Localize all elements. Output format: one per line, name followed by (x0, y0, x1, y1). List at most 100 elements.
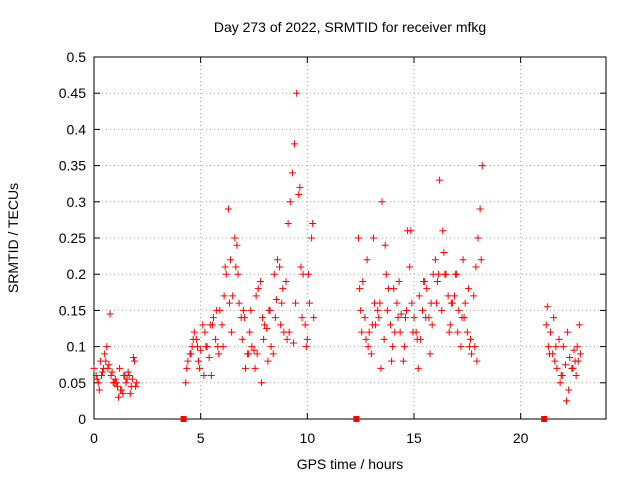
data-point (555, 335, 563, 343)
data-point (452, 270, 460, 278)
gap-marker (180, 416, 187, 422)
data-point (451, 292, 459, 300)
data-point (94, 379, 102, 387)
data-point (193, 343, 201, 351)
data-point (572, 372, 580, 380)
data-point (195, 357, 203, 365)
data-point (463, 328, 471, 336)
data-point (97, 372, 105, 380)
data-point (219, 343, 227, 351)
data-point (207, 372, 215, 380)
data-point (119, 390, 127, 398)
data-point (361, 314, 369, 322)
data-point (407, 227, 415, 235)
data-point (256, 277, 264, 285)
data-point (232, 263, 240, 271)
y-tick-label: 0.35 (59, 158, 86, 174)
data-point (408, 299, 416, 307)
data-point (183, 364, 191, 372)
data-point (473, 357, 481, 365)
data-point (543, 303, 551, 311)
data-point (576, 350, 584, 358)
data-point (296, 183, 304, 191)
data-point (544, 343, 552, 351)
data-point (209, 314, 217, 322)
x-tick-label: 5 (197, 430, 205, 446)
data-point (397, 310, 405, 318)
data-point (375, 314, 383, 322)
data-point (270, 270, 278, 278)
data-point (571, 357, 579, 365)
data-point (271, 314, 279, 322)
data-point (436, 176, 444, 184)
data-point (563, 397, 571, 405)
data-point (364, 343, 372, 351)
data-point (389, 343, 397, 351)
data-point (444, 292, 452, 300)
data-point (468, 350, 476, 358)
data-point (197, 346, 205, 354)
data-point (248, 343, 256, 351)
data-point (359, 277, 367, 285)
data-point (261, 321, 269, 329)
data-point (310, 314, 318, 322)
data-point (550, 314, 558, 322)
data-point (260, 335, 268, 343)
data-point (367, 350, 375, 358)
data-point (302, 343, 310, 351)
data-point (445, 328, 453, 336)
data-point (121, 372, 129, 380)
data-point (108, 368, 116, 376)
data-point (365, 328, 373, 336)
data-point (369, 234, 377, 242)
data-point (409, 328, 417, 336)
data-point (131, 357, 139, 365)
data-point (399, 357, 407, 365)
data-point (390, 285, 398, 293)
data-point (196, 364, 204, 372)
data-point (378, 198, 386, 206)
data-point (547, 328, 555, 336)
data-point (474, 234, 482, 242)
data-point (478, 162, 486, 170)
data-point (117, 386, 125, 394)
data-point (559, 343, 567, 351)
data-point (575, 321, 583, 329)
data-point (182, 379, 190, 387)
data-point (184, 357, 192, 365)
data-point (225, 299, 233, 307)
data-point (187, 350, 195, 358)
x-tick-label: 20 (513, 430, 529, 446)
data-point (415, 292, 423, 300)
data-point (431, 256, 439, 264)
data-point (253, 350, 261, 358)
data-point (215, 350, 223, 358)
data-point (303, 335, 311, 343)
data-point (413, 335, 421, 343)
y-tick-label: 0 (78, 411, 86, 427)
data-point (400, 343, 408, 351)
data-point (301, 321, 309, 329)
data-point (435, 270, 443, 278)
data-point (393, 299, 401, 307)
data-point (103, 343, 111, 351)
data-point (471, 343, 479, 351)
data-point (227, 256, 235, 264)
data-point (419, 306, 427, 314)
data-point (420, 277, 428, 285)
y-tick-label: 0.45 (59, 85, 86, 101)
data-point (573, 343, 581, 351)
data-point (476, 205, 484, 213)
data-point (558, 372, 566, 380)
data-point (201, 328, 209, 336)
data-point (467, 335, 475, 343)
data-point (284, 220, 292, 228)
data-point (101, 350, 109, 358)
data-points (90, 89, 584, 422)
data-point (269, 350, 277, 358)
data-point (297, 263, 305, 271)
data-point (561, 361, 569, 369)
data-point (380, 335, 388, 343)
data-point (235, 299, 243, 307)
data-point (202, 343, 210, 351)
